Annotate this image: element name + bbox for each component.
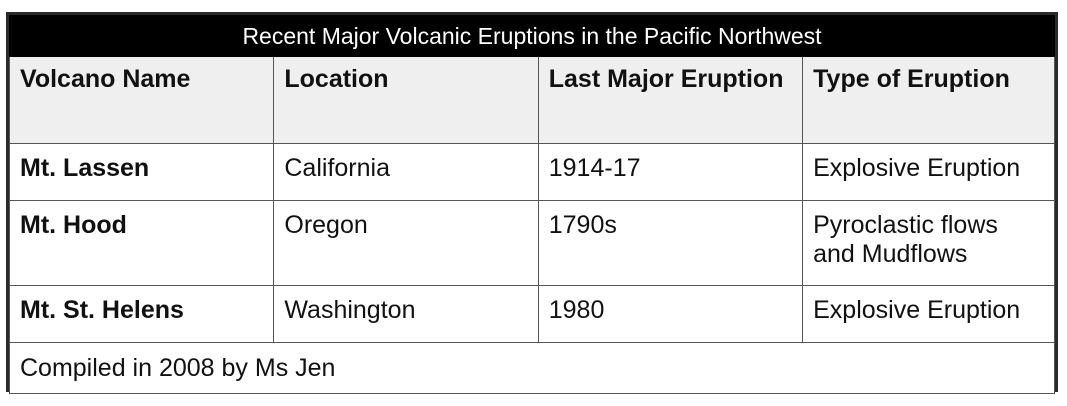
last-eruption-cell: 1980: [537, 285, 804, 343]
table-row: Mt. Hood Oregon 1790s Pyroclastic flows …: [8, 200, 1055, 286]
last-eruption-cell: 1790s: [537, 200, 804, 286]
volcano-name-cell: Mt. St. Helens: [8, 285, 275, 343]
column-header-volcano-name: Volcano Name: [8, 56, 275, 144]
table-header-row: Volcano Name Location Last Major Eruptio…: [8, 56, 1055, 144]
table-row: Mt. St. Helens Washington 1980 Explosive…: [8, 285, 1055, 343]
column-header-last-major-eruption: Last Major Eruption: [537, 56, 804, 144]
location-cell: Washington: [273, 285, 539, 343]
column-header-location: Location: [273, 56, 539, 144]
last-eruption-cell: 1914-17: [537, 143, 804, 201]
column-header-type-of-eruption: Type of Eruption: [802, 56, 1055, 144]
table-footer-credit: Compiled in 2008 by Ms Jen: [9, 342, 1055, 394]
eruption-type-cell: Explosive Eruption: [802, 285, 1055, 343]
location-cell: California: [273, 143, 539, 201]
table-row: Mt. Lassen California 1914-17 Explosive …: [8, 143, 1055, 201]
table-title: Recent Major Volcanic Eruptions in the P…: [9, 15, 1055, 57]
eruption-type-cell: Pyroclastic flows and Mudflows: [802, 200, 1055, 286]
volcano-name-cell: Mt. Lassen: [8, 143, 275, 201]
location-cell: Oregon: [273, 200, 539, 286]
table-title-row: Recent Major Volcanic Eruptions in the P…: [9, 15, 1055, 57]
eruption-type-cell: Explosive Eruption: [802, 143, 1055, 201]
volcano-eruptions-table: Recent Major Volcanic Eruptions in the P…: [8, 15, 1055, 394]
table-footer-row: Compiled in 2008 by Ms Jen: [9, 342, 1055, 394]
volcano-name-cell: Mt. Hood: [8, 200, 275, 286]
table-frame: Recent Major Volcanic Eruptions in the P…: [6, 12, 1058, 394]
